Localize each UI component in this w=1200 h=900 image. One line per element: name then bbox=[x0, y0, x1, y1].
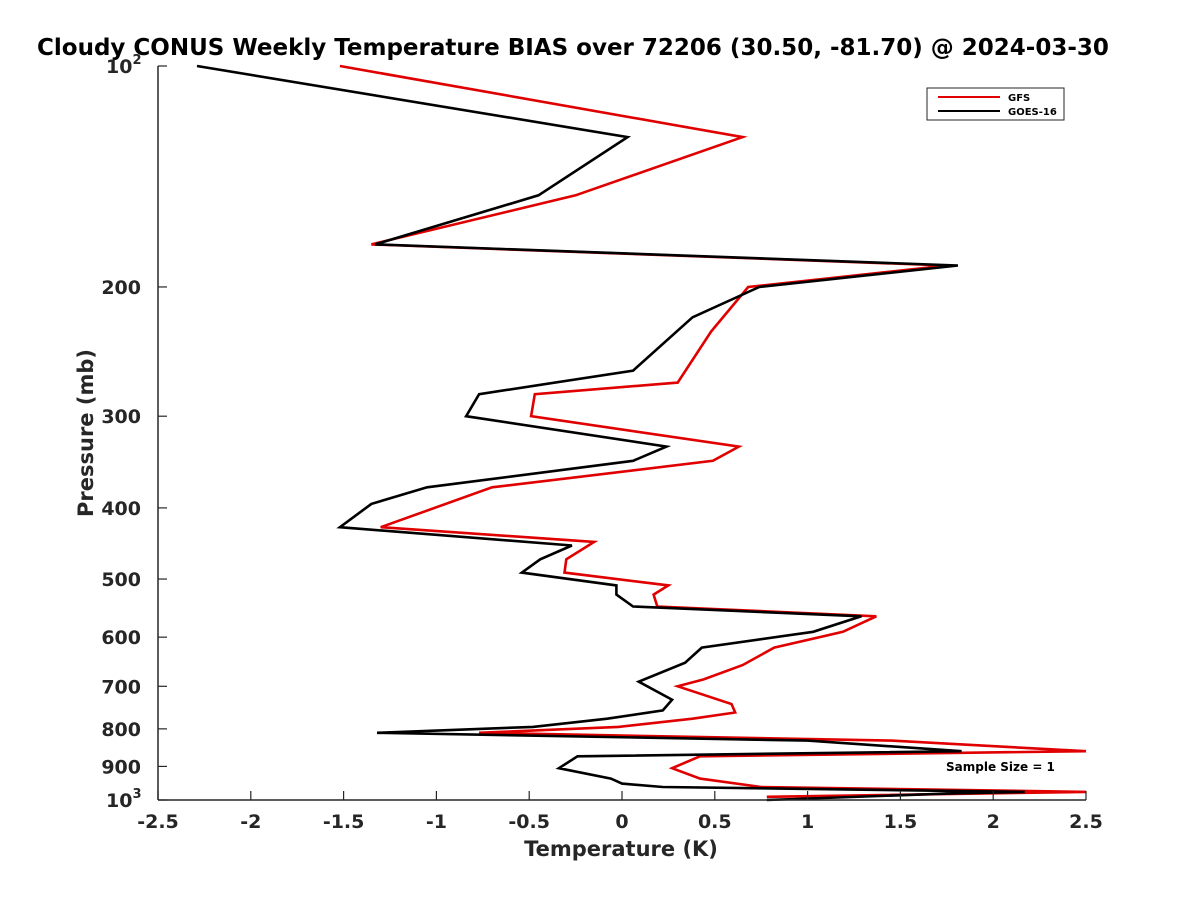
chart-title: Cloudy CONUS Weekly Temperature BIAS ove… bbox=[37, 35, 1109, 61]
x-tick-label: -1 bbox=[426, 811, 447, 833]
x-tick-label: 0 bbox=[615, 811, 628, 833]
x-axis-label: Temperature (K) bbox=[524, 837, 718, 861]
series-layer bbox=[196, 64, 1087, 802]
y-tick-label: 700 bbox=[101, 676, 141, 698]
x-tick-label: -1.5 bbox=[323, 811, 365, 833]
x-tick-label: 0.5 bbox=[698, 811, 732, 833]
y-tick-label: 300 bbox=[101, 406, 141, 428]
x-tick-label: 1.5 bbox=[884, 811, 918, 833]
y-tick-label: 200 bbox=[101, 277, 141, 299]
series-line-goes-16 bbox=[196, 64, 1025, 802]
y-axis-ticks: 102 200 300 400 500 600 700 800 900 103 bbox=[101, 53, 167, 812]
y-tick-label: 600 bbox=[101, 627, 141, 649]
x-tick-label: 1 bbox=[801, 811, 814, 833]
y-tick-label: 900 bbox=[101, 756, 141, 778]
y-axis-label: Pressure (mb) bbox=[74, 349, 98, 517]
y-tick-label: 400 bbox=[101, 498, 141, 520]
legend: GFS GOES-16 bbox=[926, 87, 1065, 121]
plot-area bbox=[158, 66, 1086, 800]
y-tick-label: 103 bbox=[106, 787, 142, 812]
y-tick-label: 102 bbox=[106, 53, 142, 78]
x-tick-label: -2 bbox=[240, 811, 261, 833]
y-tick-label: 800 bbox=[101, 719, 141, 741]
x-axis-ticks: -2.5 -2 -1.5 -1 -0.5 0 0.5 1 1.5 2 2.5 bbox=[137, 791, 1103, 833]
legend-label-gfs: GFS bbox=[1008, 93, 1030, 104]
legend-label-goes-16: GOES-16 bbox=[1008, 107, 1057, 118]
x-tick-label: 2 bbox=[987, 811, 1000, 833]
x-tick-label: -2.5 bbox=[137, 811, 179, 833]
x-tick-label: 2.5 bbox=[1069, 811, 1103, 833]
sample-size-annotation: Sample Size = 1 bbox=[946, 760, 1055, 774]
x-tick-label: -0.5 bbox=[508, 811, 550, 833]
legend-box bbox=[926, 87, 1065, 121]
y-tick-label: 500 bbox=[101, 569, 141, 591]
